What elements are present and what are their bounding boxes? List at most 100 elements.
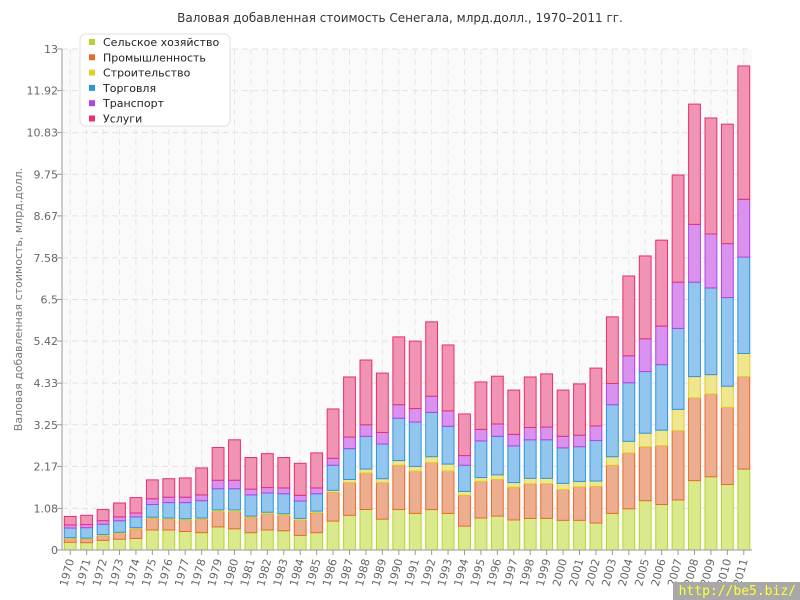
bar-segment-1	[178, 531, 192, 551]
bar-segment-6	[589, 367, 603, 427]
bar-segment-4	[507, 445, 521, 484]
bar-segment-2	[638, 446, 652, 502]
bar-segment-3	[425, 456, 439, 464]
bar-segment-1	[655, 504, 669, 551]
bar-segment-5	[375, 431, 389, 445]
bar-segment-2	[178, 519, 192, 533]
bar-segment-4	[474, 440, 488, 479]
bar-segment-4	[359, 435, 373, 470]
watermark-link[interactable]: http://be5.biz/	[672, 582, 800, 600]
bar-segment-2	[63, 537, 77, 543]
bar-segment-6	[244, 457, 258, 490]
bar-segment-1	[737, 468, 751, 551]
bar-segment-6	[605, 316, 619, 385]
bar-segment-6	[573, 383, 586, 436]
bar-segment-2	[359, 472, 373, 511]
bar-segment-6	[474, 381, 488, 430]
bar-segment-2	[441, 470, 455, 514]
bar-segment-2	[260, 513, 274, 531]
bar-segment-2	[80, 538, 94, 544]
bar-segment-5	[244, 488, 258, 496]
bar-segment-5	[638, 338, 652, 373]
bar-segment-1	[507, 519, 521, 551]
bar-segment-2	[375, 482, 389, 520]
y-tick-label: 0	[51, 544, 58, 557]
bar-segment-1	[63, 541, 77, 551]
bar-segment-6	[408, 340, 422, 410]
bar-segment-2	[343, 482, 356, 516]
bar-segment-4	[129, 516, 143, 529]
bar-segment-4	[638, 371, 652, 434]
y-tick-label: 2.17	[34, 460, 59, 473]
bar-segment-3	[392, 460, 406, 466]
bar-segment-2	[244, 516, 258, 534]
y-tick-label: 7.58	[34, 252, 59, 265]
bar-segment-1	[638, 500, 652, 551]
bar-segment-2	[737, 376, 751, 470]
bar-segment-5	[195, 494, 209, 502]
bar-segment-3	[671, 408, 685, 432]
bar-segment-1	[425, 509, 439, 551]
bar-segment-5	[96, 520, 110, 525]
y-tick-label: 1.08	[34, 502, 59, 515]
bar-segment-6	[490, 375, 504, 425]
bar-segment-4	[260, 492, 274, 513]
bar-segment-5	[474, 428, 488, 442]
bar-segment-6	[195, 467, 209, 496]
bar-segment-5	[343, 436, 356, 450]
bar-segment-4	[375, 443, 389, 480]
bar-segment-4	[655, 364, 669, 431]
bar-segment-6	[178, 477, 192, 498]
y-tick-label: 3.25	[34, 419, 59, 432]
y-tick-label: 6.5	[41, 294, 59, 307]
bar-segment-1	[162, 529, 176, 551]
bar-segment-3	[474, 477, 488, 482]
bar-segment-3	[605, 456, 619, 466]
bar-segment-5	[260, 487, 274, 494]
bar-segment-2	[507, 486, 521, 521]
bar-segment-5	[326, 457, 340, 466]
bar-segment-6	[63, 515, 77, 526]
bar-segment-1	[195, 532, 209, 551]
legend-label: Услуги	[103, 113, 142, 126]
bar-segment-4	[458, 464, 471, 492]
bar-segment-4	[441, 425, 455, 465]
bar-segment-3	[622, 440, 636, 454]
bar-segment-4	[96, 523, 110, 536]
bar-segment-5	[425, 395, 439, 413]
bar-segment-1	[310, 532, 324, 551]
bar-segment-2	[490, 478, 504, 517]
bar-segment-3	[638, 432, 652, 448]
bar-segment-3	[589, 480, 603, 487]
bar-segment-3	[720, 385, 734, 408]
bar-segment-4	[343, 448, 356, 480]
bar-segment-1	[441, 512, 455, 551]
bar-segment-6	[704, 117, 718, 235]
bar-segment-4	[293, 500, 307, 519]
bar-segment-2	[671, 430, 685, 501]
bar-segment-5	[310, 487, 324, 495]
bar-segment-4	[490, 435, 504, 476]
bar-segment-1	[392, 509, 406, 551]
bar-segment-1	[688, 480, 701, 551]
bar-segment-6	[145, 479, 159, 500]
bar-segment-2	[605, 464, 619, 514]
bar-segment-4	[244, 494, 258, 517]
bar-segment-2	[113, 532, 126, 540]
legend-label: Транспорт	[102, 97, 165, 110]
bar-segment-5	[573, 434, 586, 448]
bar-segment-3	[507, 482, 521, 488]
bar-segment-1	[113, 538, 126, 551]
bar-segment-4	[162, 502, 176, 519]
bar-segment-4	[720, 297, 734, 387]
bar-segment-6	[622, 275, 636, 357]
y-axis-label: Валовая добавленная стоимость, млрд.долл…	[12, 168, 25, 431]
bar-segment-2	[474, 480, 488, 519]
bar-segment-2	[408, 470, 422, 514]
legend-label: Торговля	[102, 82, 156, 95]
bar-segment-2	[392, 464, 406, 511]
bar-segment-4	[671, 327, 685, 410]
bar-segment-6	[343, 376, 356, 438]
bar-segment-4	[326, 464, 340, 491]
bar-segment-5	[408, 408, 422, 423]
